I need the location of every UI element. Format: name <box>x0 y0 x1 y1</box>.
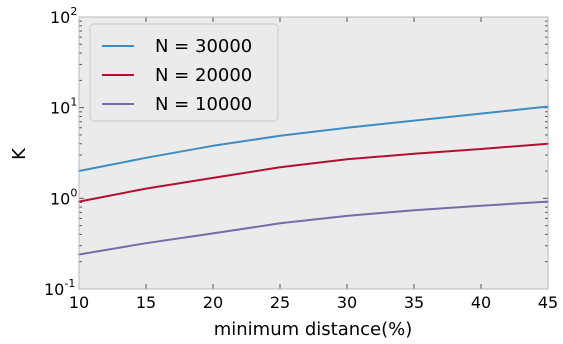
series-line-1 <box>78 105 549 172</box>
x-tick-label: 45 <box>538 293 558 312</box>
y-tick-label: 10-1 <box>44 277 75 299</box>
plot-frame <box>78 16 549 290</box>
x-axis-label: minimum distance(%) <box>214 319 413 340</box>
y-tick-labels: 10-1 100 101 102 <box>44 5 77 299</box>
y-tick-label: 101 <box>50 96 77 118</box>
x-tick-label: 20 <box>203 293 223 312</box>
series-lines <box>78 105 549 256</box>
x-tick-label: 15 <box>136 293 156 312</box>
series-line-3 <box>78 200 549 256</box>
legend-label: N = 30000 <box>155 36 252 57</box>
x-tick-label: 10 <box>69 293 89 312</box>
legend-label: N = 20000 <box>155 65 252 86</box>
y-axis-label: K <box>9 147 30 160</box>
y-tick-label: 100 <box>50 186 77 208</box>
x-tick-label: 40 <box>471 293 491 312</box>
series-line-2 <box>78 142 549 203</box>
x-tick-labels: 10 15 20 25 30 35 40 45 <box>69 293 558 312</box>
x-tick-label: 30 <box>337 293 357 312</box>
legend-box <box>89 23 279 122</box>
y-tick-label: 102 <box>50 5 77 27</box>
x-tick-label: 35 <box>404 293 424 312</box>
x-tick-label: 25 <box>270 293 290 312</box>
legend: N = 30000 N = 20000 N = 10000 <box>89 23 279 122</box>
legend-label: N = 10000 <box>155 94 252 115</box>
